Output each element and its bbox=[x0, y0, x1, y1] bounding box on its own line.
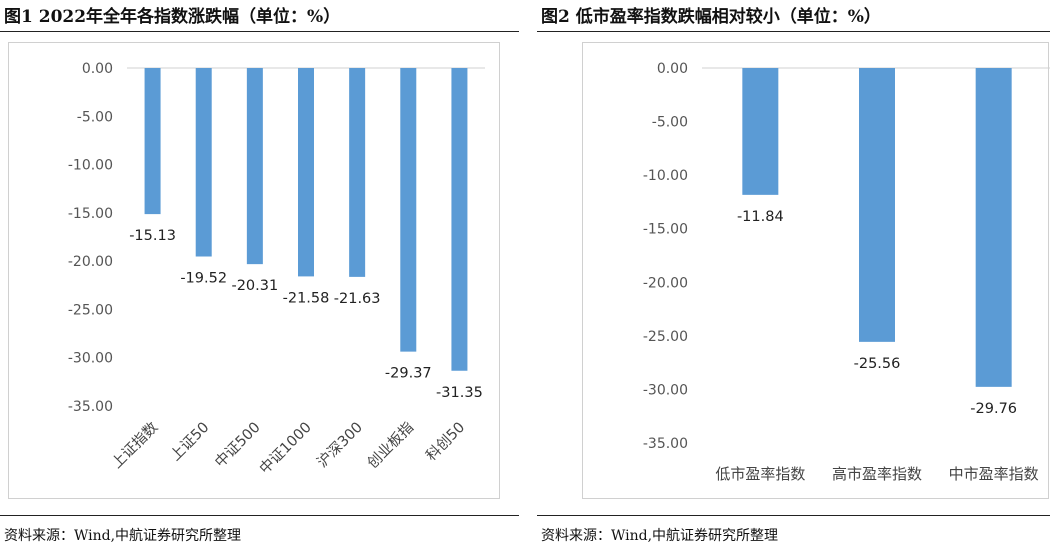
data-label-1: -11.84 bbox=[737, 209, 784, 225]
data-label-1: -15.13 bbox=[129, 228, 176, 244]
y-tick-label: -30.00 bbox=[68, 351, 113, 367]
x-category-label: 创业板指 bbox=[363, 418, 417, 472]
bar-2 bbox=[195, 68, 212, 257]
bar-3 bbox=[246, 68, 263, 265]
y-tick-label: -10.00 bbox=[68, 158, 113, 174]
y-tick-label: -25.00 bbox=[68, 302, 113, 318]
bar-1 bbox=[144, 68, 161, 215]
y-tick-label: -15.00 bbox=[68, 206, 113, 222]
bar-3 bbox=[975, 68, 1012, 387]
figure-1-title: 图1 2022年全年各指数涨跌幅（单位：%） bbox=[4, 7, 341, 27]
y-tick-label: -5.00 bbox=[77, 109, 113, 125]
figure-2-source: 资料来源：Wind,中航证券研究所整理 bbox=[541, 528, 779, 544]
figure-1-bottom-rule bbox=[0, 515, 519, 516]
y-tick-label: -15.00 bbox=[643, 222, 688, 238]
y-tick-label: -35.00 bbox=[68, 399, 113, 415]
y-tick-label: -20.00 bbox=[68, 254, 113, 270]
data-label-3: -20.31 bbox=[231, 278, 278, 294]
x-category-label: 中市盈率指数 bbox=[949, 465, 1039, 483]
figure-1-source: 资料来源：Wind,中航证券研究所整理 bbox=[4, 528, 242, 544]
y-tick-label: -10.00 bbox=[643, 168, 688, 184]
figure-1-top-rule bbox=[0, 31, 519, 32]
y-tick-label: -30.00 bbox=[643, 382, 688, 398]
x-category-label: 中证500 bbox=[212, 419, 264, 471]
figure-1-panel: 图1 2022年全年各指数涨跌幅（单位：%） 0.00 -5.00 -10.00 -1… bbox=[0, 0, 519, 545]
figure-2-chart-area: 0.00 -5.00 -10.00 -15.00 -20.00 -25.00 -30.00 -… bbox=[582, 42, 1050, 499]
x-category-label: 上证指数 bbox=[108, 418, 161, 471]
x-category-label: 中证1000 bbox=[256, 419, 315, 478]
data-label-4: -21.58 bbox=[283, 290, 330, 306]
bar-1 bbox=[742, 68, 779, 195]
data-label-2: -19.52 bbox=[180, 271, 227, 287]
bar-5 bbox=[349, 68, 366, 277]
x-category-label: 低市盈率指数 bbox=[715, 465, 805, 483]
x-category-label: 科创50 bbox=[423, 419, 469, 465]
figure-2-bottom-rule bbox=[537, 515, 1050, 516]
bar-2 bbox=[859, 68, 895, 342]
figure-2-bar-chart: 0.00 -5.00 -10.00 -15.00 -20.00 -25.00 -30.00 -… bbox=[643, 61, 1050, 483]
y-tick-label: -25.00 bbox=[643, 329, 688, 345]
bar-4 bbox=[298, 68, 314, 277]
x-category-label: 沪深300 bbox=[314, 419, 366, 471]
data-label-6: -29.37 bbox=[385, 366, 432, 382]
data-label-2: -25.56 bbox=[854, 356, 901, 372]
figure-2-top-rule bbox=[537, 31, 1050, 32]
figure-1-chart-area: 0.00 -5.00 -10.00 -15.00 -20.00 -25.00 -30.00 -… bbox=[8, 42, 500, 499]
bar-7 bbox=[451, 68, 468, 371]
figure-2-panel: 图2 低市盈率指数跌幅相对较小（单位：%） 0.00 -5.00 -10.00 -15… bbox=[537, 0, 1050, 545]
y-tick-label: -20.00 bbox=[643, 275, 688, 291]
data-label-3: -29.76 bbox=[970, 401, 1017, 417]
y-tick-label: 0.00 bbox=[82, 61, 113, 77]
bar-6 bbox=[400, 68, 417, 352]
data-label-7: -31.35 bbox=[436, 385, 483, 401]
x-category-label: 高市盈率指数 bbox=[832, 465, 922, 483]
data-label-5: -21.63 bbox=[334, 291, 381, 307]
x-category-label: 上证50 bbox=[167, 419, 213, 465]
figure-2-title: 图2 低市盈率指数跌幅相对较小（单位：%） bbox=[541, 7, 881, 27]
y-tick-label: -35.00 bbox=[643, 436, 688, 452]
y-tick-label: -5.00 bbox=[652, 115, 688, 131]
figure-1-bar-chart: 0.00 -5.00 -10.00 -15.00 -20.00 -25.00 -30.00 -… bbox=[68, 61, 485, 478]
y-tick-label: 0.00 bbox=[657, 61, 688, 77]
